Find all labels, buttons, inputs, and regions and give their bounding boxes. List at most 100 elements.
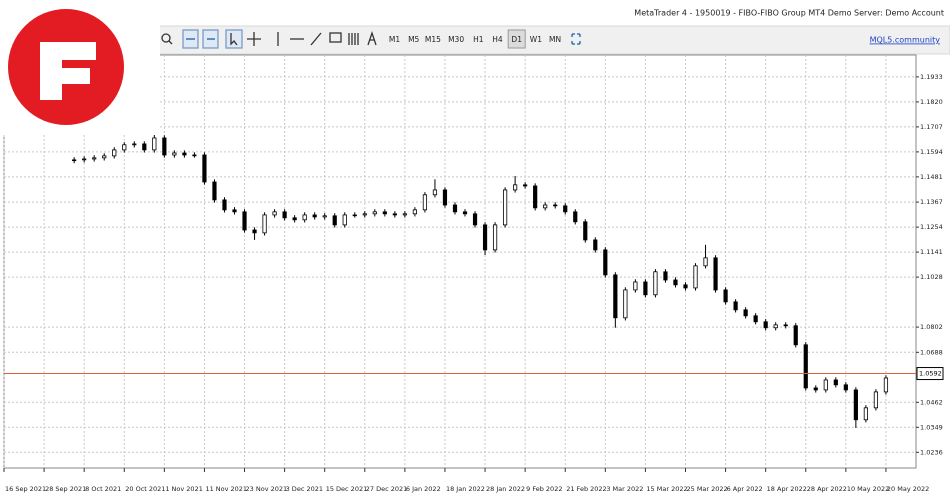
candle-body [472,213,478,226]
candle-body [352,214,357,217]
timeframe-button[interactable]: D1 [511,35,522,44]
crosshair-button[interactable] [247,32,261,46]
timeframe-button[interactable]: M5 [408,35,419,44]
timeframe-button[interactable]: M1 [389,35,400,44]
price-label-box [916,367,944,381]
candle-body [172,152,177,156]
cursor-icon [230,33,238,46]
candle-body [673,279,678,286]
candle-body [853,389,858,421]
fullscreen-button[interactable] [571,33,581,45]
x-tick-label: 27 Dec 2021 [366,485,408,493]
x-tick-label: 23 Nov 2021 [246,485,288,493]
logo [0,0,160,135]
logo-mark [40,42,96,100]
x-tick-label: 18 Jan 2022 [446,485,485,493]
text-button[interactable] [329,32,342,43]
candle-body [553,204,558,207]
candle-body [843,384,848,391]
y-tick-label: 1.1141 [920,248,943,256]
candle-body [182,152,187,156]
candle-body [202,154,207,183]
timeframe-button[interactable]: W1 [530,35,542,44]
candle-body [142,143,147,151]
candle-body [693,265,698,289]
zoom-icon-handle [168,40,173,45]
candle-body [813,387,818,391]
candle-body [523,184,528,187]
x-tick-label: 25 Mar 2022 [686,485,727,493]
x-tick-label: 20 May 2022 [887,485,929,493]
candle-body [192,154,197,157]
timeframe-button[interactable]: M15 [425,35,441,44]
candle-body [362,213,367,216]
candle-body [292,217,297,221]
channel-button[interactable] [348,33,359,45]
candle-body [72,159,77,162]
candle-body [643,281,648,296]
y-tick-label: 1.1933 [920,73,943,81]
candle-body [312,214,317,218]
candle-body [162,137,167,156]
timeframe-button[interactable]: H4 [492,35,503,44]
candle-body [212,181,217,201]
window-title: MetaTrader 4 - 1950019 - FIBO-FIBO Group… [634,9,944,18]
shapes-button[interactable] [367,30,377,46]
x-tick-label: 16 Sep 2021 [5,485,46,493]
candle-body [332,215,337,226]
timeframe-button[interactable]: MN [549,35,561,44]
x-tick-label: 9 Feb 2022 [526,485,562,493]
candle-body [583,221,588,241]
x-tick-label: 28 Sep 2021 [45,485,86,493]
candle-body [222,199,227,211]
timeframe-button[interactable]: H1 [473,35,484,44]
y-tick-label: 1.1028 [920,273,943,281]
y-tick-label: 1.0802 [920,323,943,331]
toolbar-icons [161,29,581,49]
candle-body [402,213,407,216]
candle-body [763,321,768,329]
candle-body [132,143,137,146]
candle-body [513,184,518,191]
candle-body [412,209,418,215]
candle-body [683,284,688,289]
x-tick-label: 28 Jan 2022 [486,485,525,493]
x-tick-label: 18 Apr 2022 [767,485,807,493]
x-tick-label: 1 Nov 2021 [165,485,203,493]
zoom-icon[interactable] [161,33,171,43]
y-tick-label: 1.0236 [920,448,943,456]
candle-body [242,211,247,231]
timeframe-button[interactable]: M30 [448,35,464,44]
community-link[interactable]: MQL5.community [870,36,941,45]
y-tick-label: 1.1367 [920,198,943,206]
cursor-button[interactable] [225,29,243,49]
candle-body [603,249,608,276]
candle-body [82,158,87,161]
x-tick-label: 20 Oct 2021 [125,485,165,493]
y-tick-label: 1.0462 [920,398,943,406]
candle-body [743,309,748,317]
candle-body [663,271,668,281]
candle-body [563,205,568,213]
trendline-button[interactable] [310,32,322,46]
y-tick-label: 1.0349 [920,423,943,431]
candle-body [152,137,157,151]
candle-body [392,213,397,216]
x-tick-label: 10 May 2022 [847,485,889,493]
candle-body [773,324,778,329]
candle-body [252,229,257,234]
x-tick-label: 6 Jan 2022 [406,485,441,493]
candle-body [302,214,307,221]
candle-body [442,189,448,206]
candle-body [462,211,468,215]
candle-body [533,185,538,209]
candle-body [432,189,438,196]
x-tick-label: 15 Mar 2022 [646,485,687,493]
candle-body [783,324,788,327]
candle-body [382,211,387,215]
x-tick-label: 8 Oct 2021 [85,485,121,493]
x-tick-label: 28 Apr 2022 [807,485,847,493]
y-tick-label: 1.1254 [920,223,943,231]
candle-body [833,379,838,386]
